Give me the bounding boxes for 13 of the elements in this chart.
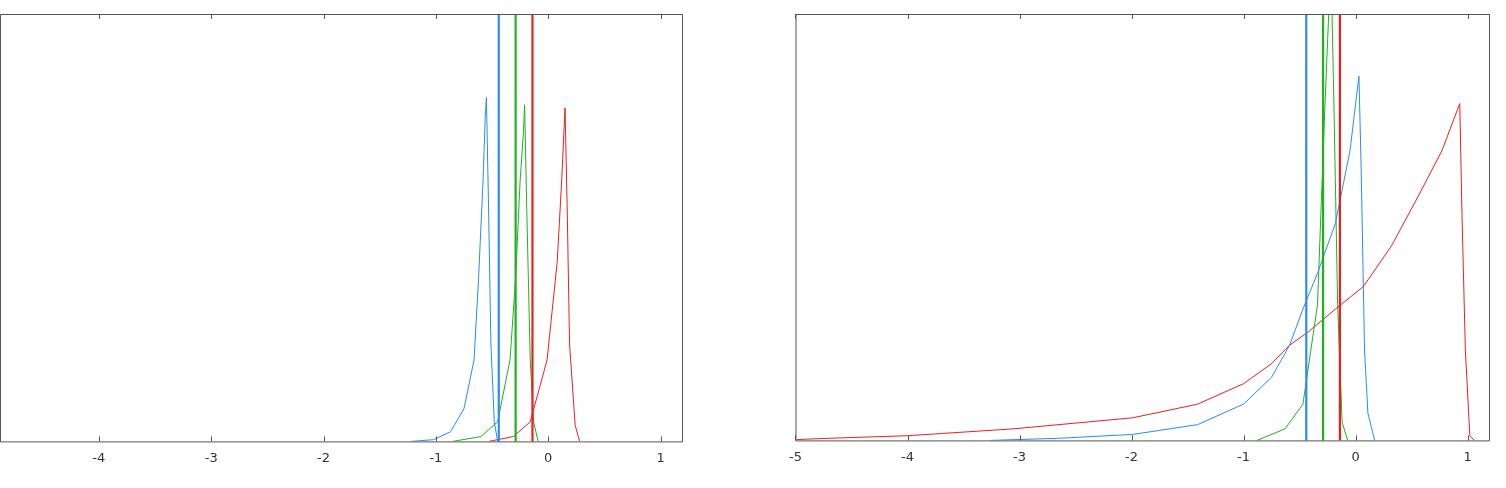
x-tick-label: -1 (1237, 448, 1251, 464)
x-tick-label: -1 (429, 449, 443, 465)
x-tick-label: 0 (544, 449, 553, 465)
x-tick-label: -3 (1013, 448, 1026, 464)
x-tick-label: -4 (92, 449, 106, 465)
x-tick-label: 1 (1463, 448, 1472, 464)
x-tick-label: -2 (1125, 448, 1139, 464)
x-tick-label: -5 (789, 448, 802, 464)
x-tick-label: -4 (901, 448, 914, 464)
x-tick-label: -2 (317, 449, 331, 465)
x-tick-label: -3 (204, 449, 218, 465)
x-tick-label: 1 (656, 449, 665, 465)
x-tick-label: 0 (1351, 448, 1360, 464)
